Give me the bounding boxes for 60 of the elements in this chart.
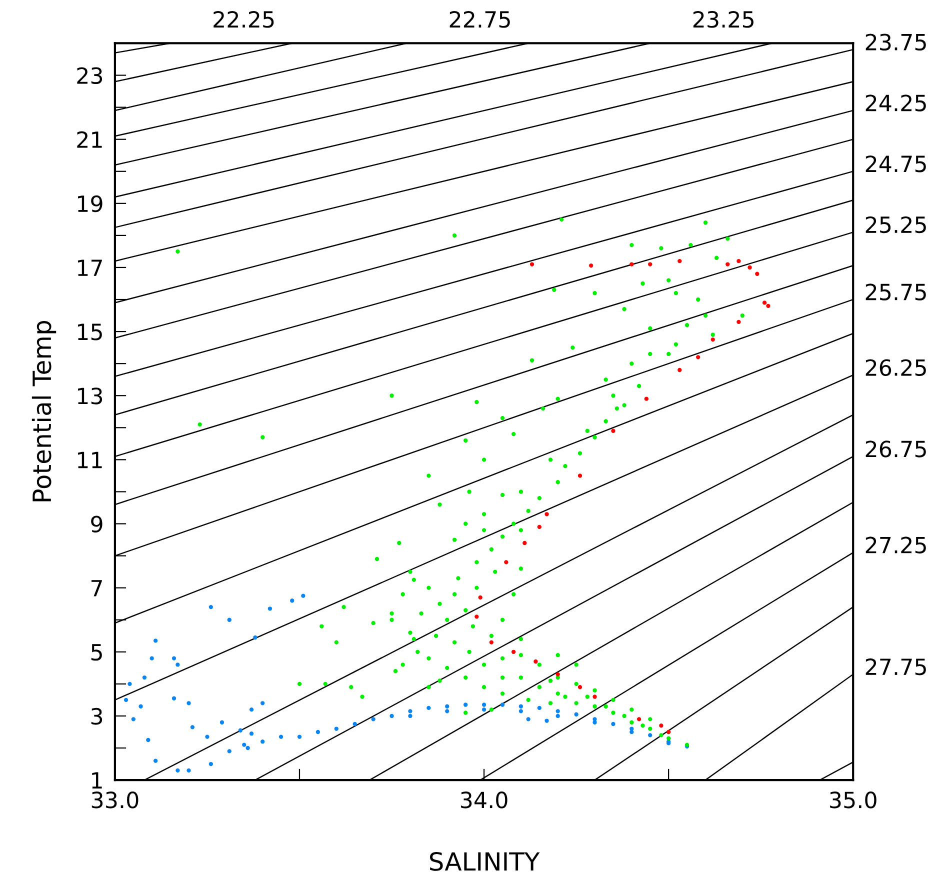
- point: [736, 258, 741, 264]
- point: [530, 262, 534, 266]
- annotation: 23.25: [693, 11, 754, 28]
- x-axis-title: SALINITY: [430, 852, 540, 871]
- y-tick-label: 11: [78, 452, 102, 468]
- y-tick-label: 21: [77, 131, 102, 148]
- y-tick-label: 15: [78, 324, 102, 340]
- point: [522, 540, 527, 546]
- y-tick-label: 19: [78, 195, 102, 212]
- point: [648, 262, 652, 266]
- point: [544, 512, 549, 516]
- point: [534, 659, 538, 664]
- annotation: 24.75: [866, 155, 926, 172]
- point: [748, 265, 752, 270]
- annotation: 27.25: [866, 536, 926, 554]
- point: [736, 320, 741, 324]
- point: [636, 717, 642, 722]
- annotation: 25.75: [866, 284, 926, 300]
- point: [504, 560, 508, 564]
- point: [755, 272, 760, 276]
- point: [696, 355, 700, 360]
- point: [478, 595, 482, 600]
- y-tick-label: 7: [92, 580, 102, 596]
- x-tick-label: 34.0: [460, 792, 508, 808]
- annotation: 23.75: [866, 34, 926, 51]
- point: [578, 685, 582, 690]
- point: [762, 300, 767, 305]
- point: [766, 304, 770, 308]
- y-tick-label: 13: [78, 388, 102, 404]
- point: [578, 474, 582, 478]
- y-tick-label: 23: [77, 67, 102, 84]
- annotation: 27.75: [866, 658, 926, 676]
- y-tick-label: 9: [91, 516, 102, 533]
- point: [611, 428, 616, 433]
- point: [537, 524, 542, 530]
- x-tick-label: 33.0: [92, 792, 138, 808]
- point: [474, 614, 479, 619]
- y-axis-title: Potential Temp: [32, 320, 56, 502]
- annotation: 22.75: [450, 11, 510, 28]
- point: [644, 396, 648, 401]
- y-tick-label: 3: [91, 708, 102, 725]
- y-tick-label: 17: [78, 260, 102, 276]
- annotation: 26.25: [866, 359, 926, 376]
- point: [726, 262, 730, 266]
- y-tick-label: 5: [91, 644, 102, 661]
- point: [678, 258, 682, 264]
- annotation: 25.25: [866, 216, 926, 234]
- point: [489, 640, 494, 644]
- annotation: 26.75: [866, 440, 926, 458]
- point: [710, 337, 715, 342]
- point: [659, 724, 664, 728]
- point: [588, 263, 594, 268]
- y-tick-label: 1: [92, 772, 102, 788]
- x-tick-label: 35.0: [830, 792, 876, 808]
- annotation: 22.25: [214, 11, 274, 28]
- point: [556, 672, 560, 676]
- annotation: 24.25: [866, 94, 926, 112]
- point: [630, 262, 634, 266]
- point: [678, 368, 682, 372]
- point: [511, 650, 516, 654]
